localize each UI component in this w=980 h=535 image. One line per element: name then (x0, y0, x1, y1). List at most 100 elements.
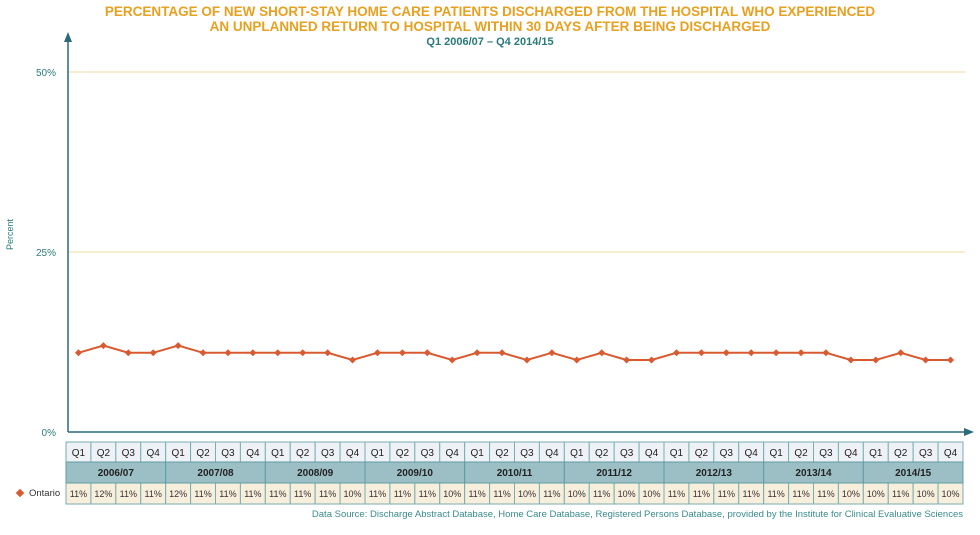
data-point (573, 356, 581, 364)
data-label: 11% (145, 489, 162, 499)
data-label: 11% (244, 489, 261, 499)
year-label: 2007/08 (197, 468, 234, 479)
data-point (249, 349, 257, 357)
data-label: 10% (344, 489, 362, 499)
quarter-label: Q2 (794, 448, 808, 459)
quarter-label: Q1 (470, 448, 484, 459)
quarter-label: Q3 (819, 448, 833, 459)
quarter-label: Q1 (769, 448, 783, 459)
data-label: 10% (867, 489, 885, 499)
data-label: 11% (70, 489, 87, 499)
y-tick-label: 50% (36, 68, 56, 79)
quarter-label: Q3 (720, 448, 734, 459)
data-label: 10% (568, 489, 586, 499)
data-point (822, 349, 830, 357)
y-axis-arrow-icon (64, 32, 72, 42)
data-label: 10% (618, 489, 636, 499)
data-point (324, 349, 332, 357)
data-point (199, 349, 207, 357)
quarter-label: Q1 (271, 448, 285, 459)
y-tick-label: 25% (36, 248, 56, 259)
quarter-label: Q1 (371, 448, 385, 459)
data-label: 11% (668, 489, 685, 499)
data-label: 11% (194, 489, 211, 499)
data-point (797, 349, 805, 357)
chart-subtitle: Q1 2006/07 – Q4 2014/15 (426, 36, 554, 48)
data-label: 11% (120, 489, 137, 499)
data-label: 11% (219, 489, 236, 499)
quarter-label: Q3 (122, 448, 136, 459)
quarter-label: Q4 (545, 448, 559, 459)
data-label: 10% (443, 489, 461, 499)
diamond-icon (15, 488, 25, 498)
year-label: 2009/10 (397, 468, 434, 479)
quarter-label: Q1 (869, 448, 883, 459)
data-label: 11% (593, 489, 610, 499)
data-point (349, 356, 357, 364)
data-point (274, 349, 282, 357)
quarter-label: Q3 (919, 448, 933, 459)
data-label: 11% (792, 489, 809, 499)
year-label: 2006/07 (98, 468, 135, 479)
quarter-label: Q2 (595, 448, 609, 459)
quarter-label: Q1 (670, 448, 684, 459)
year-label: 2013/14 (795, 468, 832, 479)
quarter-label: Q1 (72, 448, 86, 459)
quarter-label: Q1 (171, 448, 185, 459)
data-label: 10% (643, 489, 661, 499)
data-label: 11% (543, 489, 560, 499)
quarter-label: Q4 (346, 448, 360, 459)
data-label: 11% (718, 489, 735, 499)
year-label: 2008/09 (297, 468, 334, 479)
data-point (922, 356, 930, 364)
data-point (448, 356, 456, 364)
data-point (548, 349, 556, 357)
data-label: 12% (94, 489, 112, 499)
data-label: 10% (518, 489, 536, 499)
data-point (149, 349, 157, 357)
data-label: 11% (319, 489, 336, 499)
quarter-label: Q4 (745, 448, 759, 459)
data-label: 11% (269, 489, 286, 499)
year-cell (862, 461, 964, 484)
chart-title-line1: PERCENTAGE OF NEW SHORT-STAY HOME CARE P… (104, 4, 876, 19)
data-label: 11% (743, 489, 760, 499)
quarter-label: Q4 (246, 448, 260, 459)
legend-label: Ontario (29, 488, 61, 499)
y-tick-label: 0% (42, 428, 57, 439)
data-point (747, 349, 755, 357)
series-line-ontario (78, 344, 951, 362)
data-point (897, 349, 905, 357)
data-point (373, 349, 381, 357)
year-label: 2012/13 (696, 468, 733, 479)
data-point (872, 356, 880, 364)
data-point (947, 356, 955, 364)
data-point (473, 349, 481, 357)
data-label: 11% (693, 489, 710, 499)
quarter-label: Q2 (695, 448, 709, 459)
year-label: 2014/15 (895, 468, 932, 479)
data-label: 10% (942, 489, 960, 499)
quarter-label: Q2 (894, 448, 908, 459)
data-point (99, 342, 107, 350)
quarter-label: Q2 (97, 448, 111, 459)
year-label: 2011/12 (596, 468, 632, 479)
quarter-label: Q4 (446, 448, 460, 459)
data-point (498, 349, 506, 357)
data-point (174, 342, 182, 350)
data-point (772, 349, 780, 357)
quarter-label: Q1 (570, 448, 584, 459)
data-point (623, 356, 631, 364)
data-point (598, 349, 606, 357)
year-label: 2010/11 (497, 468, 533, 479)
data-point (124, 349, 132, 357)
data-point (847, 356, 855, 364)
data-label: 11% (394, 489, 411, 499)
data-point (423, 349, 431, 357)
data-point (697, 349, 705, 357)
quarter-label: Q3 (421, 448, 435, 459)
data-label: 10% (842, 489, 860, 499)
data-label: 12% (169, 489, 187, 499)
quarter-label: Q2 (495, 448, 509, 459)
quarter-label: Q4 (645, 448, 659, 459)
